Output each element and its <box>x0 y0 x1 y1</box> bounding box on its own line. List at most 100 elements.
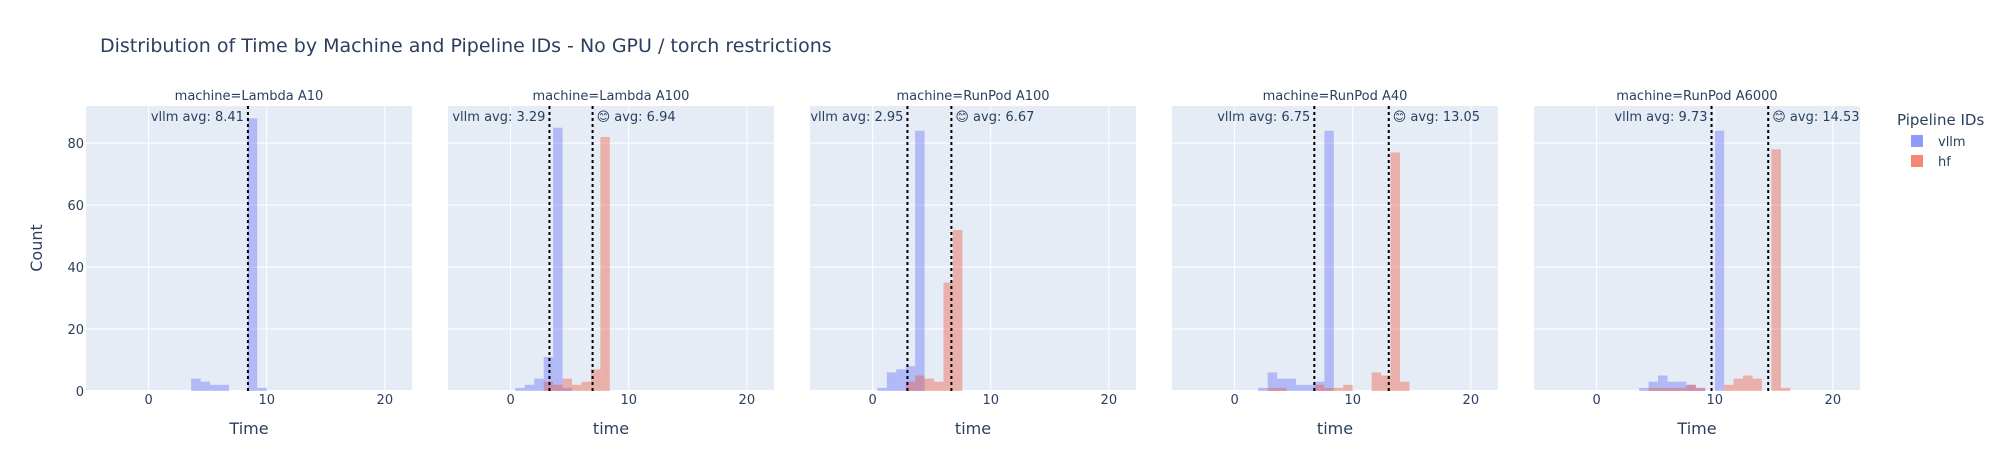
x-tick-label: 20 <box>739 393 756 408</box>
facet-panel: vllm avg: 2.95 😊 avg: 6.67 machine=RunPod … <box>810 89 1136 438</box>
bar-hf[interactable] <box>1686 384 1696 391</box>
bar-vllm[interactable] <box>257 387 267 391</box>
avg-annotation: vllm avg: 2.95 <box>810 110 903 125</box>
bar-hf[interactable] <box>1771 149 1781 391</box>
x-tick-label: 0 <box>144 393 152 408</box>
bar-hf[interactable] <box>1658 387 1668 391</box>
bar-hf[interactable] <box>1343 384 1353 391</box>
x-axis-label: Time <box>1676 419 1716 438</box>
bar-vllm[interactable] <box>219 384 229 391</box>
avg-annotation: 😊 avg: 13.05 <box>1393 110 1480 125</box>
bar-hf[interactable] <box>1333 387 1344 391</box>
bar-vllm[interactable] <box>1324 130 1334 392</box>
bar-hf[interactable] <box>1743 375 1753 391</box>
bar-vllm[interactable] <box>543 356 554 391</box>
bar-hf[interactable] <box>543 381 554 391</box>
bar-hf[interactable] <box>1695 387 1706 391</box>
bar-vllm[interactable] <box>905 366 916 391</box>
x-tick-label: 10 <box>1344 393 1361 408</box>
bar-vllm[interactable] <box>1714 130 1725 392</box>
plot-area <box>86 106 412 391</box>
bar-vllm[interactable] <box>515 387 525 391</box>
legend[interactable]: Pipeline IDs vllm hf <box>1897 111 1984 170</box>
bar-hf[interactable] <box>581 381 591 391</box>
bar-vllm[interactable] <box>915 130 925 392</box>
bar-hf[interactable] <box>952 229 963 391</box>
bar-hf[interactable] <box>1648 387 1659 391</box>
bar-hf[interactable] <box>1371 372 1382 391</box>
legend-item-hf[interactable]: hf <box>1911 155 1951 170</box>
bar-vllm[interactable] <box>210 384 220 391</box>
bar-hf[interactable] <box>1676 387 1687 391</box>
bar-vllm[interactable] <box>562 387 573 391</box>
bar-vllm[interactable] <box>247 118 258 392</box>
avg-annotation: 😊 avg: 14.53 <box>1772 110 1859 125</box>
bar-hf[interactable] <box>943 282 953 391</box>
bar-vllm[interactable] <box>1286 378 1297 391</box>
bar-vllm[interactable] <box>1639 387 1649 391</box>
plot-area <box>1172 106 1498 391</box>
bar-hf[interactable] <box>590 369 601 391</box>
bar-hf[interactable] <box>572 384 582 391</box>
bar-vllm[interactable] <box>1676 381 1687 391</box>
bar-vllm[interactable] <box>200 381 211 391</box>
bar-vllm[interactable] <box>191 378 201 391</box>
legend-swatch <box>1911 155 1923 167</box>
bar-vllm[interactable] <box>1658 375 1668 391</box>
y-tick-label: 80 <box>67 137 84 152</box>
bar-vllm[interactable] <box>1296 384 1306 391</box>
bar-hf[interactable] <box>1399 381 1410 391</box>
bar-hf[interactable] <box>924 378 935 391</box>
bar-vllm[interactable] <box>534 378 544 391</box>
legend-swatch <box>1911 135 1923 147</box>
x-tick-label: 10 <box>258 393 275 408</box>
panel-subtitle: machine=Lambda A10 <box>175 89 324 104</box>
bar-hf[interactable] <box>562 378 573 391</box>
bar-hf[interactable] <box>915 375 925 391</box>
bar-hf[interactable] <box>1267 387 1278 391</box>
bar-vllm[interactable] <box>896 369 906 391</box>
bar-hf[interactable] <box>1324 387 1334 391</box>
bar-vllm[interactable] <box>1667 381 1677 391</box>
bar-vllm[interactable] <box>877 387 887 391</box>
legend-label: vllm <box>1938 135 1966 150</box>
bar-hf[interactable] <box>1277 387 1287 391</box>
facet-panel: vllm avg: 6.75 😊 avg: 13.05 machine=RunPod… <box>1172 89 1498 438</box>
y-axis-label: Count <box>27 224 46 272</box>
y-tick-label: 40 <box>67 261 84 276</box>
plot-area <box>810 106 1136 391</box>
bar-hf[interactable] <box>1314 384 1325 391</box>
bar-hf[interactable] <box>1667 387 1677 391</box>
bar-vllm[interactable] <box>886 372 897 391</box>
bar-hf[interactable] <box>934 381 944 391</box>
bar-hf[interactable] <box>553 384 563 391</box>
bar-hf[interactable] <box>1752 378 1762 391</box>
panel-subtitle: machine=RunPod A40 <box>1263 89 1408 104</box>
legend-item-vllm[interactable]: vllm <box>1911 135 1966 150</box>
bar-hf[interactable] <box>1724 384 1734 391</box>
bar-vllm[interactable] <box>1258 387 1268 391</box>
legend-title: Pipeline IDs <box>1897 111 1984 129</box>
bar-vllm[interactable] <box>524 384 535 391</box>
bar-hf[interactable] <box>1733 378 1744 391</box>
bar-vllm[interactable] <box>1267 372 1278 391</box>
bar-vllm[interactable] <box>1314 381 1325 391</box>
bar-hf[interactable] <box>1780 387 1791 391</box>
x-axis-label: time <box>593 419 629 438</box>
x-tick-label: 10 <box>1706 393 1723 408</box>
bar-hf[interactable] <box>905 381 916 391</box>
bar-vllm[interactable] <box>1686 384 1696 391</box>
avg-annotation: 😊 avg: 6.94 <box>597 110 676 125</box>
bar-hf[interactable] <box>1390 152 1400 391</box>
bar-vllm[interactable] <box>1277 378 1287 391</box>
x-tick-label: 10 <box>620 393 637 408</box>
bar-hf[interactable] <box>600 136 610 391</box>
bar-vllm[interactable] <box>1648 381 1659 391</box>
bar-vllm[interactable] <box>1305 384 1315 391</box>
bar-vllm[interactable] <box>553 127 563 391</box>
y-tick-label: 20 <box>67 323 84 338</box>
y-tick-label: 0 <box>76 385 84 400</box>
chart-title: Distribution of Time by Machine and Pipe… <box>100 35 832 57</box>
bar-vllm[interactable] <box>1695 387 1706 391</box>
bar-hf[interactable] <box>1381 375 1391 391</box>
